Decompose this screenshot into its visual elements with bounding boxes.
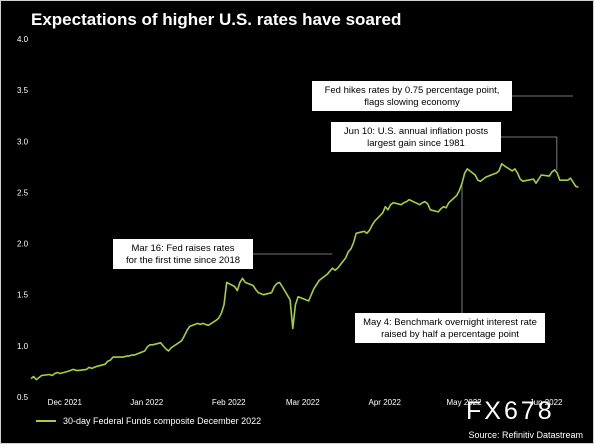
y-tick-label: 3.0 — [17, 137, 29, 146]
may4-annotation-box — [355, 313, 545, 343]
y-tick-label: 2.5 — [17, 188, 29, 197]
x-tick-label: May 2022 — [447, 398, 483, 407]
watermark-text: FX678 — [466, 397, 555, 425]
jun15-annotation-line: Fed hikes rates by 0.75 percentage point… — [325, 85, 500, 96]
x-tick-label: Jan 2022 — [130, 398, 163, 407]
jun10-annotation-line: largest gain since 1981 — [367, 138, 465, 149]
series-line-fed-funds — [30, 163, 579, 381]
jun15-annotation: Fed hikes rates by 0.75 percentage point… — [312, 81, 512, 111]
jun10-annotation-connector — [501, 136, 558, 171]
y-tick-label: 4.0 — [17, 35, 29, 44]
y-tick-label: 1.0 — [17, 342, 29, 351]
legend-label: 30-day Federal Funds composite December … — [63, 416, 261, 426]
chart-title: Expectations of higher U.S. rates have s… — [31, 10, 401, 29]
y-axis-ticks: 4.0 3.5 3.0 2.5 2.0 1.5 1.0 0.5 — [17, 35, 29, 402]
source-note: Source: Refinitiv Datastream — [468, 430, 583, 440]
x-tick-label: Jun 2022 — [530, 398, 563, 407]
y-tick-label: 0.5 — [17, 393, 29, 402]
x-tick-label: Mar 2022 — [286, 398, 320, 407]
y-tick-label: 2.0 — [17, 240, 29, 249]
may4-annotation-line: May 4: Benchmark overnight interest rate — [363, 317, 537, 328]
jun10-annotation-line: Jun 10: U.S. annual inflation posts — [344, 126, 488, 137]
may4-annotation-line: raised by half a percentage point — [381, 329, 519, 340]
jun10-annotation-box — [331, 122, 501, 152]
x-tick-label: Apr 2022 — [369, 398, 402, 407]
y-tick-label: 1.5 — [17, 291, 29, 300]
annotation-connectors — [253, 95, 573, 313]
mar16-annotation-line: Mar 16: Fed raises rates — [132, 243, 235, 254]
x-tick-label: Dec 2021 — [48, 398, 83, 407]
x-axis-ticks: Dec 2021 Jan 2022 Feb 2022 Mar 2022 Apr 2022… — [48, 398, 563, 407]
jun10-annotation: Jun 10: U.S. annual inflation postslarge… — [331, 122, 501, 152]
jun15-annotation-line: flags slowing economy — [364, 97, 460, 108]
mar16-annotation-line: for the first time since 2018 — [126, 255, 240, 266]
y-tick-label: 3.5 — [17, 86, 29, 95]
mar16-annotation-box — [113, 239, 253, 269]
may4-annotation: May 4: Benchmark overnight interest rate… — [355, 313, 545, 343]
x-tick-label: Feb 2022 — [212, 398, 246, 407]
jun15-annotation-box — [312, 81, 512, 111]
